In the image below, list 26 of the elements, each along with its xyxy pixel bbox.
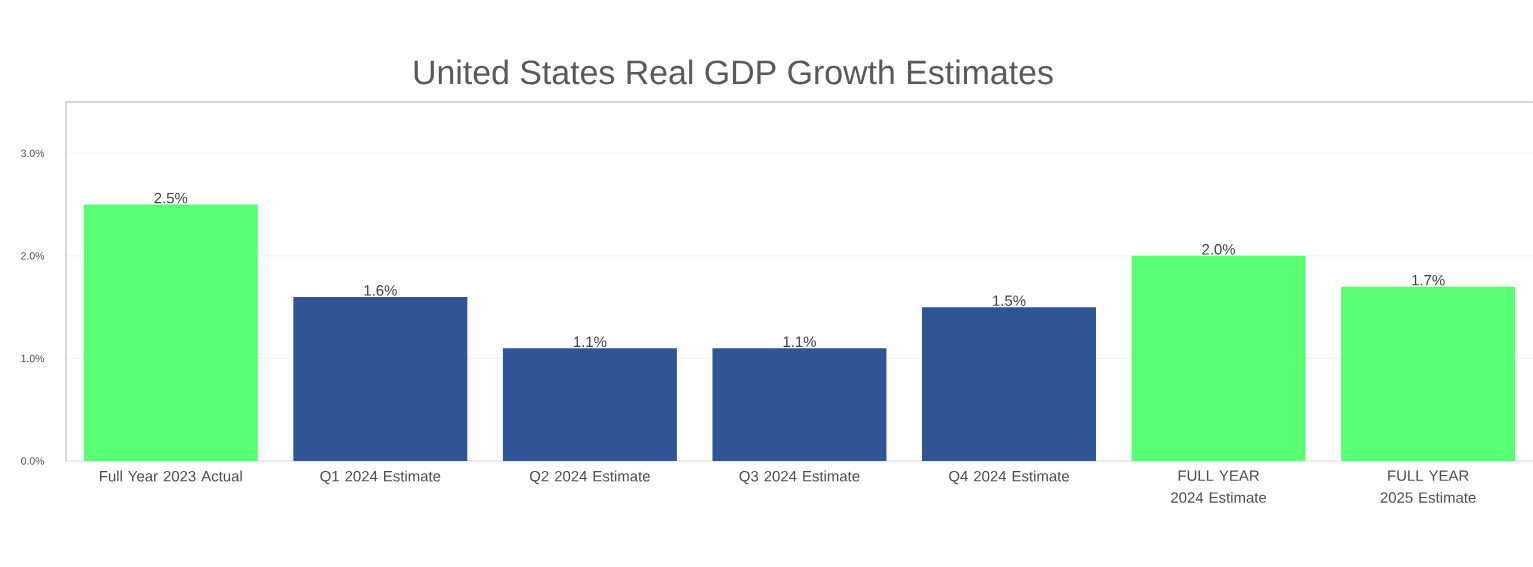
data-label: 2.5% [154,192,188,204]
y-tick-label: 1.0% [21,354,45,363]
bar [712,348,887,461]
bar [922,307,1097,461]
y-tick-label: 0.0% [21,457,45,465]
data-label: 1.6% [364,285,397,296]
bar [1131,255,1306,461]
data-label: 2.0% [1202,244,1236,255]
bar [1341,286,1516,461]
data-label: 1.1% [783,336,816,347]
y-tick-label: 3.0% [21,149,45,157]
bar [502,348,677,461]
bar [293,296,468,461]
x-tick-label: FULL YEAR 2024 Estimate [1171,470,1267,503]
data-label: 1.5% [993,295,1026,306]
x-tick-label: Q1 2024 Estimate [320,470,441,485]
x-tick-label: Q2 2024 Estimate [529,470,650,485]
bar [83,204,258,461]
chart-title: United States Real GDP Growth Estimates [414,59,1053,85]
x-tick-label: Q3 2024 Estimate [739,470,860,485]
data-label: 1.7% [1412,274,1445,286]
y-tick-label: 2.0% [21,252,45,260]
x-tick-label: Full Year 2023 Actual [100,470,242,482]
x-tick-label: Q4 2024 Estimate [949,470,1069,485]
data-label: 1.1% [574,336,607,347]
x-tick-label: FULL YEAR 2025 Estimate [1380,470,1476,503]
